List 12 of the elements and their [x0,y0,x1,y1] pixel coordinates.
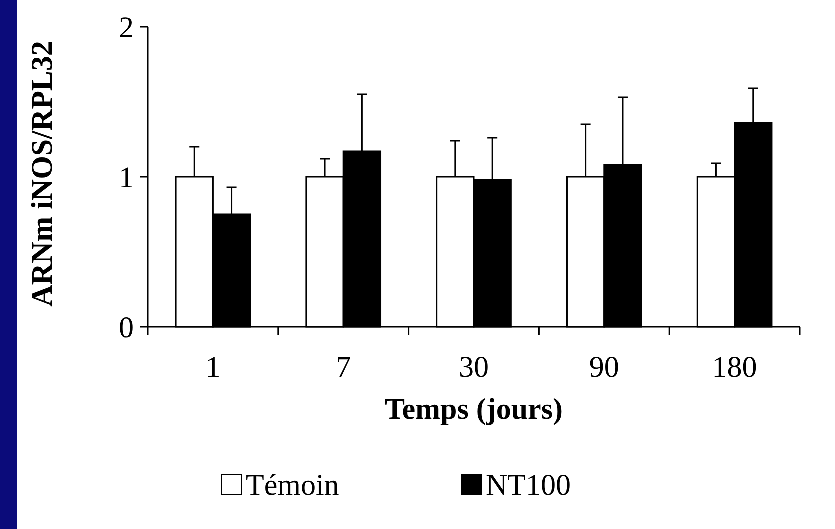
x-axis-title: Temps (jours) [384,393,564,426]
legend-label: Témoin [246,469,340,502]
y-axis-title: ARNm iNOS/RPL32 [26,41,59,307]
x-tick-label: 90 [589,351,620,384]
x-tick-label: 1 [206,351,221,384]
y-tick-label: 0 [119,312,134,344]
legend-label: NT100 [486,469,571,502]
y-tick-label: 1 [119,162,134,194]
x-tick-label: 180 [712,351,758,384]
x-tick-label: 30 [459,351,489,384]
y-tick-label: 2 [119,12,134,44]
x-tick-label: 7 [336,351,352,384]
